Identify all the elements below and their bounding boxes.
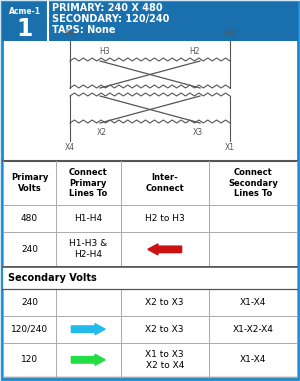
Text: X1-X4: X1-X4 xyxy=(240,355,266,364)
Bar xyxy=(3,267,297,289)
Text: X2 to X3: X2 to X3 xyxy=(146,298,184,307)
Text: Primary
Volts: Primary Volts xyxy=(11,173,48,193)
Text: 240: 240 xyxy=(21,245,38,254)
Text: X2: X2 xyxy=(97,128,107,137)
Text: PRIMARY: 240 X 480: PRIMARY: 240 X 480 xyxy=(52,3,163,13)
FancyArrow shape xyxy=(71,354,105,365)
Bar xyxy=(2,2,48,41)
Text: X1-X4: X1-X4 xyxy=(240,298,266,307)
Text: X4: X4 xyxy=(65,143,75,152)
Text: H3: H3 xyxy=(100,47,110,56)
Text: Connect
Primary
Lines To: Connect Primary Lines To xyxy=(69,168,108,199)
Text: X2 to X3: X2 to X3 xyxy=(146,325,184,334)
Text: H1: H1 xyxy=(65,29,75,38)
Text: Acme-1: Acme-1 xyxy=(9,6,41,16)
Text: SECONDARY: 120/240: SECONDARY: 120/240 xyxy=(52,14,170,24)
FancyArrow shape xyxy=(71,323,105,335)
Text: 120/240: 120/240 xyxy=(11,325,48,334)
Text: X1 to X3
X2 to X4: X1 to X3 X2 to X4 xyxy=(146,350,184,370)
Text: 240: 240 xyxy=(21,298,38,307)
Text: 480: 480 xyxy=(21,214,38,223)
FancyArrow shape xyxy=(148,244,182,255)
Text: X1: X1 xyxy=(225,143,235,152)
Text: Inter-
Connect: Inter- Connect xyxy=(145,173,184,193)
Text: X3: X3 xyxy=(193,128,203,137)
Text: H1-H4: H1-H4 xyxy=(74,214,102,223)
Text: Connect
Secondary
Lines To: Connect Secondary Lines To xyxy=(228,168,278,199)
Text: H4: H4 xyxy=(225,29,235,38)
Text: H2: H2 xyxy=(190,47,200,56)
Text: 120: 120 xyxy=(21,355,38,364)
Text: TAPS: None: TAPS: None xyxy=(52,25,116,35)
Text: 1: 1 xyxy=(17,17,33,41)
Text: Secondary Volts: Secondary Volts xyxy=(8,272,97,283)
Text: X1-X2-X4: X1-X2-X4 xyxy=(232,325,273,334)
Bar xyxy=(2,2,298,41)
Text: H1-H3 &
H2-H4: H1-H3 & H2-H4 xyxy=(69,239,107,259)
Text: H2 to H3: H2 to H3 xyxy=(145,214,184,223)
